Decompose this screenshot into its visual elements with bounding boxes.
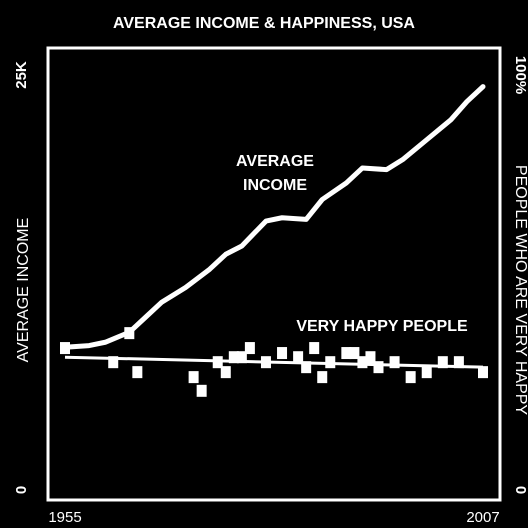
happy-point	[228, 351, 239, 364]
happy-point	[188, 371, 199, 384]
happy-point	[220, 366, 231, 379]
happy-point	[108, 356, 119, 369]
y2-axis-label: PEOPLE WHO ARE VERY HAPPY	[512, 165, 528, 415]
series-annotation: AVERAGE INCOME	[236, 153, 314, 194]
happy-point	[293, 351, 304, 364]
happy-point	[132, 366, 143, 379]
happy-point	[349, 347, 360, 360]
happy-point	[325, 356, 336, 369]
happy-point	[421, 366, 432, 379]
happy-point	[478, 366, 488, 379]
happy-point	[60, 342, 70, 355]
happy-point	[365, 351, 376, 364]
happy-point	[341, 347, 352, 360]
happy-point	[301, 361, 312, 374]
plot-frame	[46, 46, 502, 502]
happy-point	[405, 371, 416, 384]
chart-title: AVERAGE INCOME & HAPPINESS, USA	[113, 15, 415, 32]
happy-point	[212, 356, 223, 369]
y2-tick-label: 100%	[512, 56, 528, 94]
x-tick-label: 2007	[466, 509, 499, 526]
happy-point	[357, 356, 368, 369]
happy-point	[236, 351, 247, 364]
happy-point	[389, 356, 400, 369]
happy-point	[309, 342, 320, 355]
annotation-line: INCOME	[243, 177, 307, 194]
y2-tick-label: 0	[512, 486, 528, 494]
series-annotation: VERY HAPPY PEOPLE	[296, 318, 468, 335]
y-tick-label: 0	[13, 486, 30, 494]
happy-point	[124, 327, 135, 340]
happy-point	[277, 347, 288, 360]
happy-point	[196, 384, 207, 397]
x-tick-label: 1955	[48, 509, 81, 526]
happy-point	[260, 356, 271, 369]
happy-point	[244, 342, 255, 355]
happy-point	[373, 361, 384, 374]
happy-point	[453, 356, 464, 369]
y-axis-label: AVERAGE INCOME	[15, 218, 32, 363]
y-tick-label: 25K	[13, 61, 30, 89]
happy-point	[437, 356, 448, 369]
annotation-line: VERY HAPPY PEOPLE	[296, 318, 468, 335]
annotation-line: AVERAGE	[236, 153, 314, 170]
happy-point	[317, 371, 328, 384]
trend-line	[64, 355, 484, 369]
income-line	[62, 84, 486, 350]
